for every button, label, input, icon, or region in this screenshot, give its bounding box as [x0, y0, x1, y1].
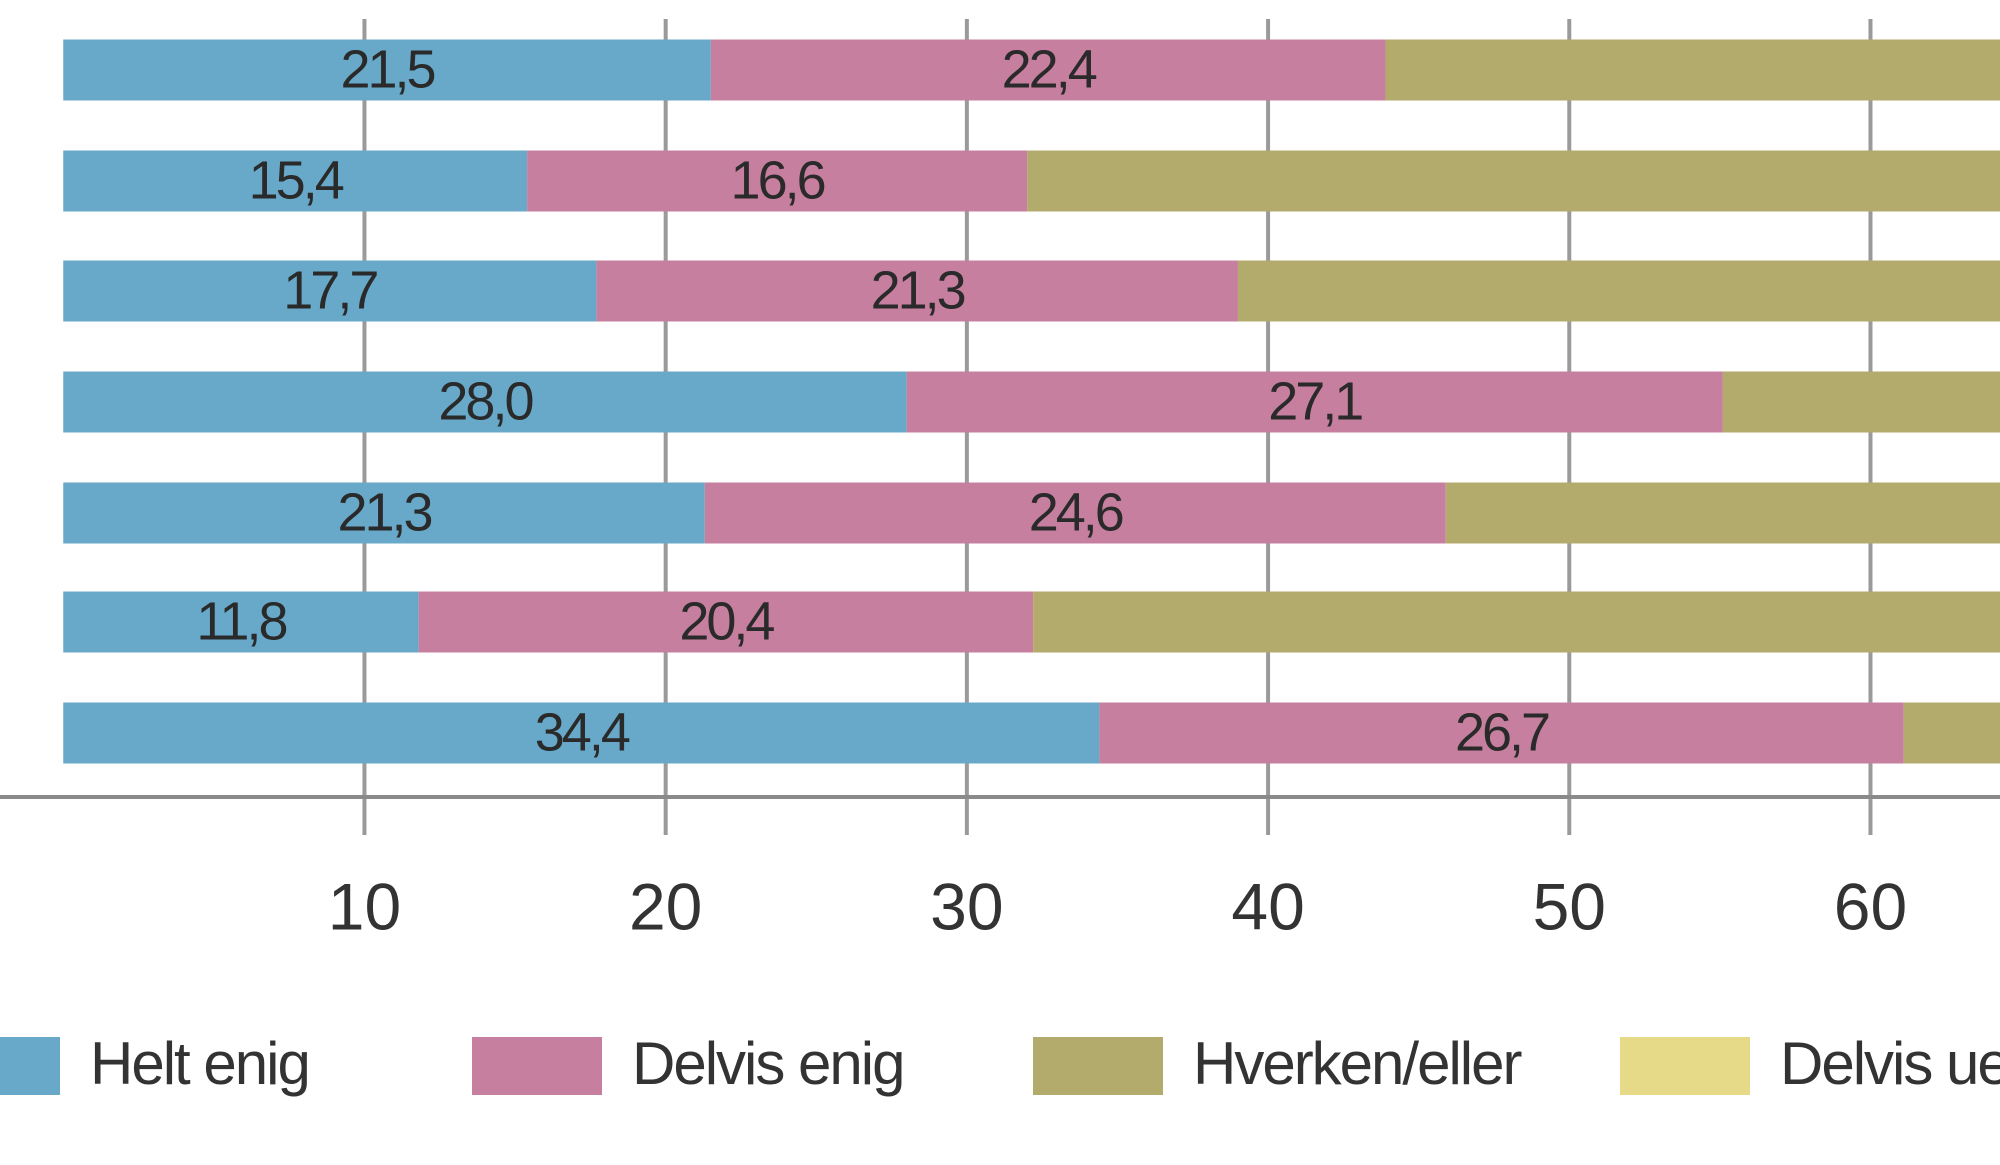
bar-segment: [710, 39, 1386, 101]
value-label: 20,4: [679, 591, 774, 651]
value-label: 24,6: [1029, 482, 1123, 542]
legend-swatch: [1620, 1037, 1750, 1095]
bar-segment: [63, 260, 597, 322]
value-label: 17,7: [283, 260, 377, 320]
x-tick-label: 10: [328, 869, 401, 943]
bar-segment: [1237, 260, 2000, 322]
bar-segment: [418, 591, 1034, 653]
bar-segment: [1099, 702, 1904, 764]
value-label: 11,8: [196, 591, 286, 651]
value-label: 21,5: [340, 39, 434, 99]
legend-label: Helt enig: [90, 1030, 309, 1097]
bar-segment: [63, 702, 1100, 764]
bar-segment: [63, 591, 419, 653]
value-label: 26,7: [1455, 702, 1549, 762]
value-label: 27,1: [1268, 371, 1362, 431]
bar-segment: [596, 260, 1238, 322]
legend-label: Hverken/eller: [1193, 1030, 1521, 1097]
bar-segment: [906, 371, 1723, 433]
value-label: 21,3: [337, 482, 431, 542]
bar-segment: [1033, 591, 2000, 653]
value-label: 16,6: [731, 150, 825, 210]
bar-segment: [704, 482, 1446, 544]
bar-segment: [1722, 371, 2000, 433]
x-tick-label: 60: [1834, 869, 1907, 943]
value-label: 21,3: [871, 260, 965, 320]
x-tick-label: 40: [1231, 869, 1304, 943]
legend-swatch: [472, 1037, 602, 1095]
bar-segment: [1385, 39, 2000, 101]
x-tick-label: 20: [629, 869, 702, 943]
legend-swatch: [1033, 1037, 1163, 1095]
x-tick-label: 30: [930, 869, 1003, 943]
bar-segment: [1027, 150, 2000, 212]
value-label: 28,0: [438, 371, 532, 431]
bar-segment: [63, 371, 907, 433]
value-label: 15,4: [249, 150, 344, 210]
bar-segment: [63, 482, 705, 544]
legend-swatch: [0, 1037, 60, 1095]
x-tick-label: 50: [1533, 869, 1606, 943]
bar-segment: [1445, 482, 2000, 544]
bars: [63, 39, 2000, 764]
bar-segment: [527, 150, 1028, 212]
value-label: 34,4: [535, 702, 630, 762]
bar-segment: [1903, 702, 2000, 764]
bar-segment: [63, 39, 711, 101]
legend-label: Delvis uenig: [1780, 1030, 2000, 1097]
legend-label: Delvis enig: [632, 1030, 903, 1097]
bar-segment: [63, 150, 528, 212]
value-label: 22,4: [1002, 39, 1097, 99]
